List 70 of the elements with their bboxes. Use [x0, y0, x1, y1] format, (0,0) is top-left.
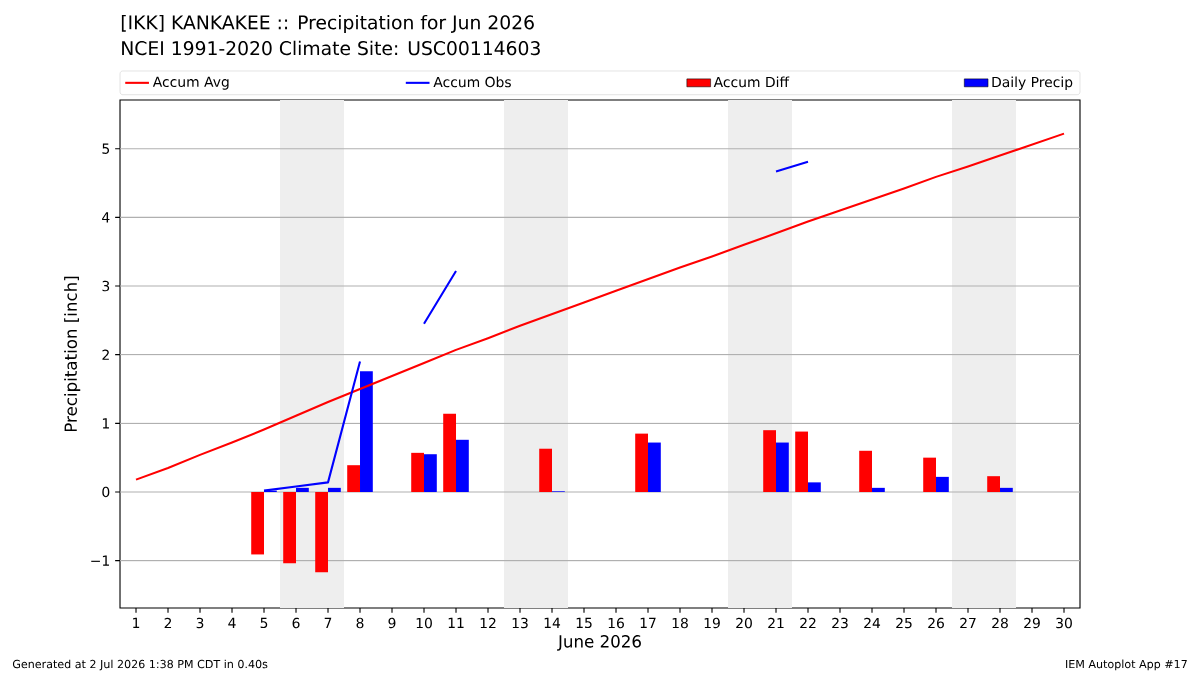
x-tick-label: 30 [1056, 617, 1072, 629]
bar [456, 439, 469, 492]
x-tick-label: 6 [292, 617, 300, 629]
bar [424, 454, 437, 492]
chart-title: [IKK] KANKAKEE :: Precipitation for Jun 2026 [121, 14, 534, 34]
bar [763, 430, 776, 492]
bar [776, 442, 789, 492]
bar [648, 442, 661, 492]
x-tick-label: 21 [768, 617, 784, 629]
bar [315, 491, 329, 573]
y-axis-title: Precipitation [inch] [64, 276, 81, 432]
bar [360, 371, 373, 492]
bar [539, 448, 552, 492]
y-tick-label: −1 [91, 555, 109, 566]
x-axis-title: June 2026 [557, 635, 641, 651]
bar [923, 457, 936, 492]
x-tick-label: 17 [640, 617, 656, 628]
bar [987, 476, 1000, 492]
x-tick-label: 9 [388, 617, 396, 629]
legend-label: Accum Obs [433, 76, 511, 88]
y-tick-label: 5 [102, 143, 110, 154]
x-tick-label: 5 [260, 617, 268, 629]
x-tick-label: 11 [448, 617, 464, 628]
text: Generated at 2 Jul 2026 1:38 PM CDT in 0.40s [12, 659, 268, 671]
x-tick-label: 20 [736, 617, 752, 629]
bar [283, 491, 297, 564]
bar [635, 433, 649, 492]
x-tick-label: 27 [960, 617, 976, 629]
x-tick-label: 12 [480, 617, 496, 629]
legend-label: Accum Avg [152, 76, 229, 90]
y-tick-label: 2 [102, 349, 109, 360]
y-tick-label: 3 [102, 280, 110, 292]
legend-label: Daily Precip [992, 76, 1073, 90]
x-tick-label: 3 [196, 617, 204, 629]
bar [808, 482, 821, 492]
x-tick-label: 2 [164, 617, 172, 629]
bar [328, 487, 341, 492]
x-tick-label: 18 [672, 617, 688, 629]
bar [443, 413, 457, 492]
x-tick-label: 15 [576, 617, 592, 629]
bar [859, 450, 873, 492]
bar [936, 476, 949, 492]
y-tick-label: 0 [102, 486, 110, 498]
text: IEM Autoplot App #17 [1066, 659, 1187, 671]
x-tick-label: 24 [864, 617, 881, 629]
x-tick-label: 26 [928, 617, 944, 629]
bar [251, 491, 265, 555]
bar [347, 465, 361, 492]
y-tick-label: 4 [102, 212, 110, 223]
x-tick-label: 14 [544, 617, 561, 628]
x-tick-label: 22 [800, 617, 816, 629]
x-tick-label: 25 [896, 617, 912, 629]
y-tick-label: 1 [102, 418, 109, 429]
bar [1000, 487, 1013, 492]
x-tick-label: 19 [704, 617, 720, 629]
x-tick-label: 1 [133, 617, 140, 628]
chart-subtitle: NCEI 1991-2020 Climate Site: USC00114603 [122, 40, 540, 56]
x-tick-label: 23 [832, 617, 848, 629]
x-tick-label: 28 [992, 617, 1008, 629]
legend-label: Accum Diff [713, 76, 790, 88]
x-tick-label: 8 [356, 617, 364, 629]
x-tick-label: 10 [416, 617, 432, 629]
x-tick-label: 16 [608, 617, 624, 629]
x-tick-label: 4 [228, 617, 236, 628]
bar [795, 431, 808, 492]
x-tick-label: 7 [324, 617, 332, 628]
bar [872, 487, 885, 492]
x-tick-label: 29 [1024, 617, 1040, 629]
x-tick-label: 13 [512, 617, 528, 629]
bar [411, 452, 425, 492]
